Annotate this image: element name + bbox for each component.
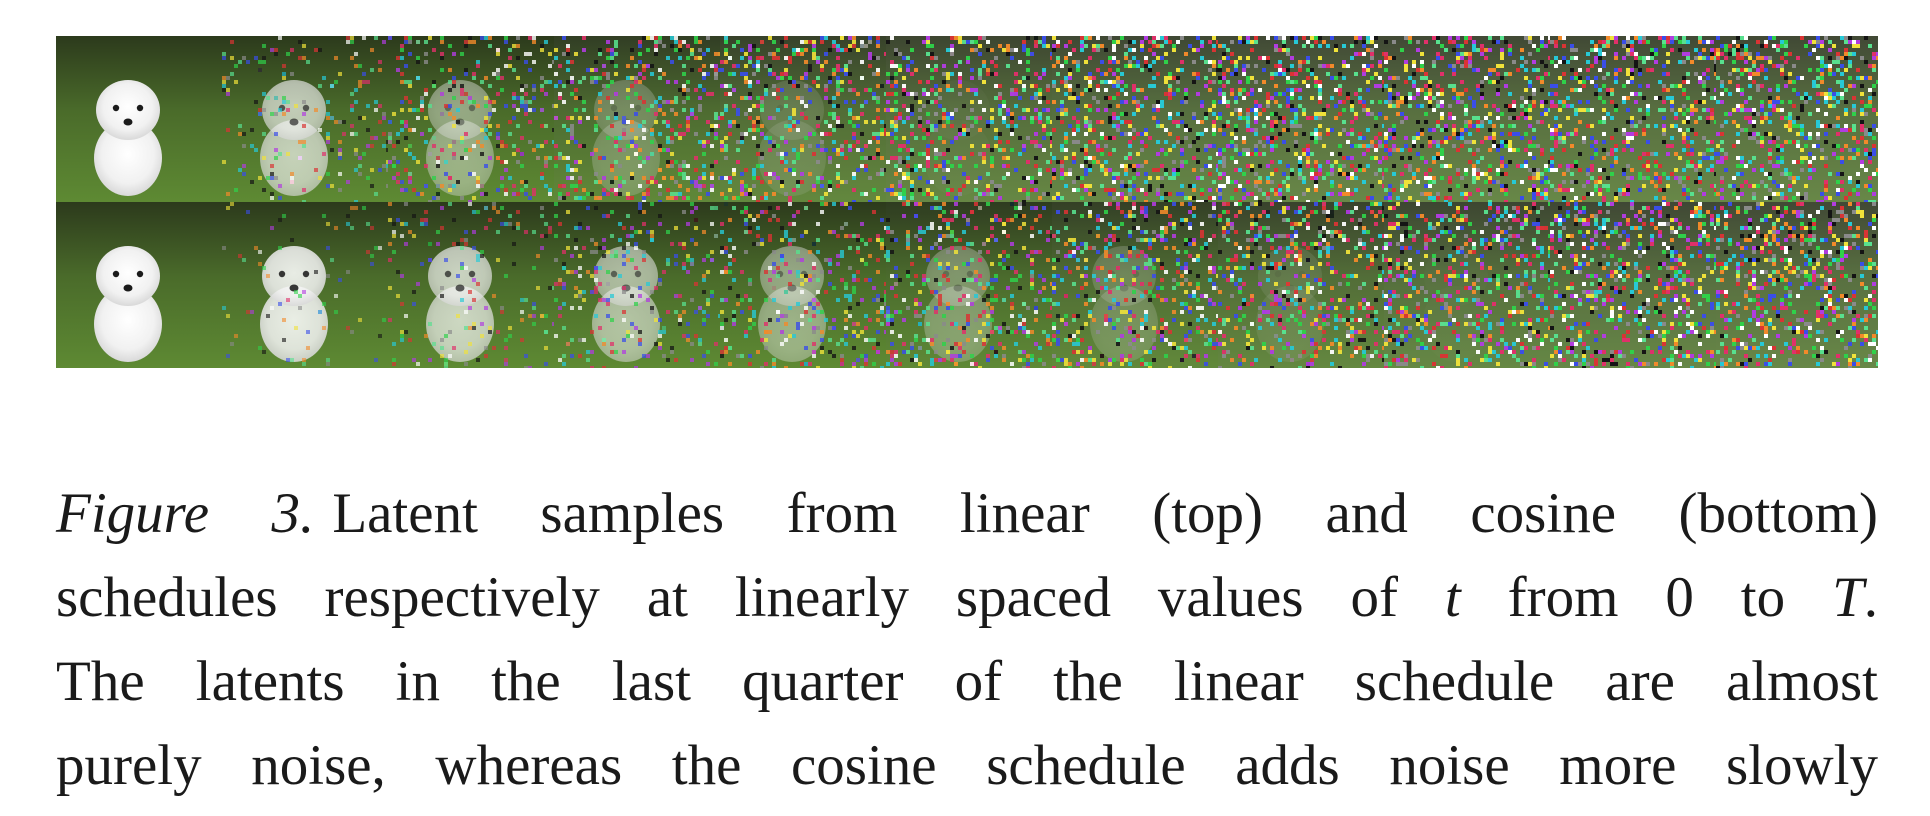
math-T: T — [1832, 566, 1864, 629]
frame-linear-3 — [554, 36, 722, 204]
frame-linear-6 — [1052, 36, 1220, 204]
caption-line-4: purely noise, whereas the cosine schedul… — [56, 724, 1878, 808]
frame-linear-2 — [388, 36, 556, 204]
caption-text-1: Latent samples from linear (top) and cos… — [332, 482, 1878, 545]
frame-linear-1 — [222, 36, 390, 204]
caption-line-2: schedules respectively at linearly space… — [56, 556, 1878, 640]
frame-cosine-9 — [1550, 202, 1718, 368]
frame-linear-9 — [1550, 36, 1718, 204]
figure-caption: Figure 3. Latent samples from linear (top… — [56, 472, 1878, 808]
caption-text-2b: from 0 to — [1508, 566, 1786, 629]
frame-cosine-5 — [886, 202, 1054, 368]
caption-text-2-end: . — [1864, 566, 1878, 629]
frame-linear-4 — [720, 36, 888, 204]
row-cosine — [56, 202, 1878, 368]
frame-cosine-7 — [1218, 202, 1386, 368]
figure-label: Figure 3. — [56, 482, 314, 545]
frame-cosine-10 — [1716, 202, 1878, 368]
row-linear — [56, 36, 1878, 204]
frame-linear-10 — [1716, 36, 1878, 204]
noise-schedule-figure — [56, 36, 1878, 368]
frame-cosine-6 — [1052, 202, 1220, 368]
frame-linear-7 — [1218, 36, 1386, 204]
caption-line-1: Figure 3. Latent samples from linear (top… — [56, 472, 1878, 556]
frame-linear-8 — [1384, 36, 1552, 204]
caption-text-2a: schedules respectively at linearly space… — [56, 566, 1398, 629]
frame-cosine-1 — [222, 202, 389, 368]
frame-cosine-3 — [554, 202, 722, 368]
frame-cosine-2 — [388, 202, 556, 368]
frame-linear-0 — [56, 36, 223, 202]
latent-samples-grid — [56, 36, 1878, 368]
frame-linear-5 — [886, 36, 1054, 204]
math-t: t — [1445, 566, 1461, 629]
frame-cosine-0 — [56, 202, 223, 368]
frame-cosine-8 — [1384, 202, 1552, 368]
caption-line-3: The latents in the last quarter of the l… — [56, 640, 1878, 724]
frame-cosine-4 — [720, 202, 888, 368]
